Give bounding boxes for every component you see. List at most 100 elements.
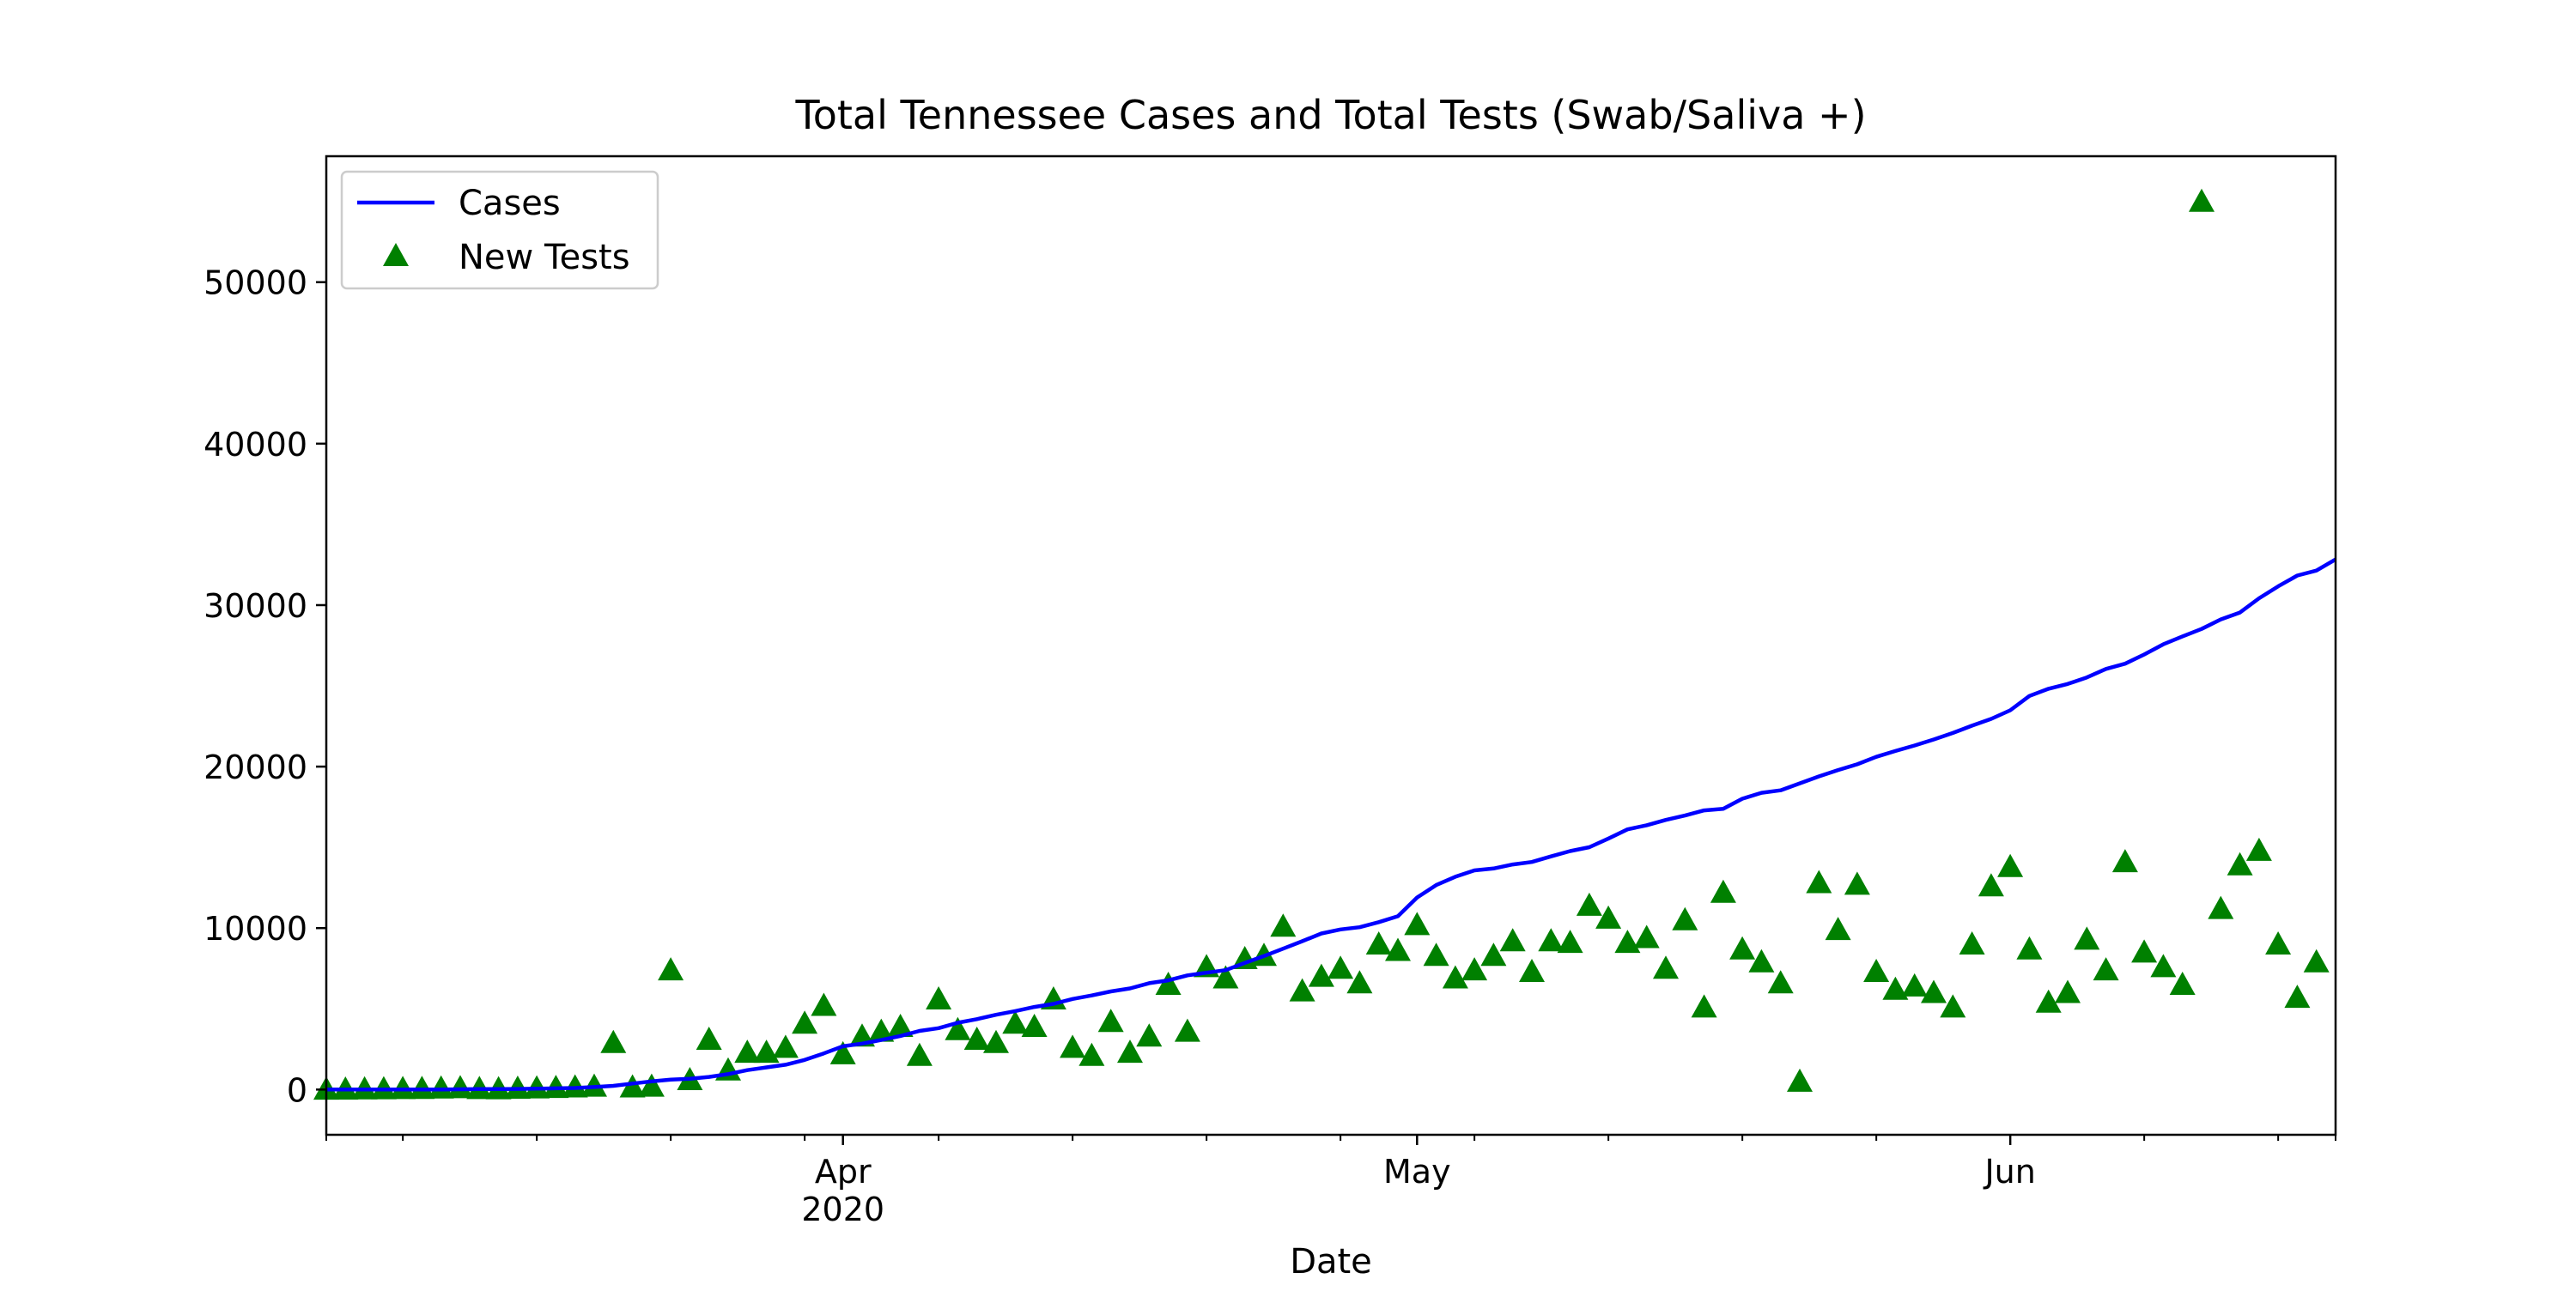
new-tests-point: [2150, 954, 2177, 978]
new-tests-point: [1997, 853, 2024, 877]
legend-new-tests-marker: [383, 243, 409, 266]
plot-area-frame: [325, 155, 2337, 1136]
new-tests-point: [2208, 895, 2234, 919]
new-tests-point: [1959, 931, 1985, 955]
new-tests-point: [1978, 873, 2004, 897]
new-tests-point: [1365, 931, 1392, 955]
new-tests-point: [581, 1073, 607, 1097]
new-tests-point: [2169, 972, 2196, 995]
new-tests-point: [1289, 978, 1315, 1002]
new-tests-point: [1614, 930, 1641, 954]
new-tests-point: [2093, 957, 2119, 981]
new-tests-point: [390, 1076, 416, 1100]
new-tests-point: [1385, 937, 1411, 961]
new-tests-point: [696, 1027, 722, 1050]
new-tests-point: [1825, 917, 1851, 941]
new-tests-point: [409, 1076, 435, 1100]
new-tests-point: [1844, 871, 1870, 895]
new-tests-point: [963, 1027, 990, 1050]
x-tick-label: Apr: [815, 1153, 872, 1191]
new-tests-point: [792, 1010, 818, 1034]
new-tests-point: [428, 1075, 454, 1099]
new-tests-point: [1901, 973, 1928, 997]
new-tests-point: [1633, 924, 1660, 949]
new-tests-point: [1117, 1039, 1143, 1064]
new-tests-point: [1672, 906, 1698, 930]
new-tests-point: [2055, 979, 2081, 1003]
new-tests-point: [887, 1014, 914, 1037]
new-tests-point: [619, 1074, 646, 1098]
y-tick-label: 30000: [204, 587, 307, 625]
legend: Cases New Tests: [340, 170, 659, 290]
new-tests-point: [1136, 1023, 1163, 1047]
new-tests-point: [1060, 1034, 1086, 1058]
new-tests-point: [1576, 892, 1602, 916]
new-tests-point: [1021, 1014, 1048, 1037]
new-tests-point: [1767, 970, 1794, 994]
new-tests-point: [1327, 955, 1354, 979]
y-tick-label: 0: [287, 1071, 307, 1109]
new-tests-point: [447, 1075, 473, 1099]
new-tests-point: [1404, 912, 1431, 936]
new-tests-point: [1155, 972, 1182, 995]
new-tests-point: [2035, 989, 2062, 1013]
x-tick-label: May: [1383, 1153, 1451, 1191]
y-axis: 0 10000 20000 30000 40000 50000: [204, 264, 326, 1109]
new-tests-point: [1557, 930, 1583, 954]
legend-cases-label: Cases: [459, 184, 561, 223]
y-tick-label: 50000: [204, 264, 307, 302]
new-tests-point: [1748, 949, 1775, 973]
new-tests-point: [734, 1039, 761, 1064]
new-tests-point: [1806, 870, 1832, 894]
new-tests-point: [945, 1016, 971, 1040]
new-tests-point: [2227, 852, 2253, 876]
new-tests-point: [926, 986, 952, 1009]
new-tests-point: [1538, 928, 1564, 952]
new-tests-point: [1921, 979, 1947, 1003]
x-axis-label: Date: [1290, 1242, 1372, 1282]
new-tests-point: [1480, 942, 1507, 967]
new-tests-point: [2245, 837, 2272, 861]
new-tests-point: [753, 1039, 780, 1064]
new-tests-point: [1346, 970, 1373, 994]
new-tests-point: [562, 1074, 588, 1098]
new-tests-point: [868, 1018, 895, 1042]
new-tests-point: [1499, 928, 1526, 952]
new-tests-point: [1461, 957, 1488, 981]
new-tests-point: [1940, 994, 1966, 1018]
new-tests-point: [1519, 959, 1545, 982]
x-tick-label: Jun: [1983, 1153, 2035, 1191]
new-tests-point: [543, 1075, 569, 1099]
new-tests-point: [600, 1029, 627, 1053]
new-tests-point: [1710, 879, 1736, 903]
x-tick-sublabel: 2020: [801, 1191, 884, 1228]
new-tests-point: [983, 1029, 1009, 1053]
new-tests-point: [2131, 939, 2158, 963]
new-tests-point: [1863, 959, 1890, 982]
new-tests-point: [1270, 913, 1297, 937]
new-tests-point: [658, 957, 684, 981]
new-tests-point: [2016, 936, 2043, 960]
new-tests-point: [1653, 955, 1679, 979]
new-tests-point: [1882, 976, 1909, 1000]
new-tests-point: [1729, 936, 1756, 960]
new-tests-point: [1442, 965, 1468, 989]
new-tests-point: [1212, 965, 1239, 989]
new-tests-point: [1691, 994, 1717, 1018]
new-tests-point: [2189, 188, 2215, 212]
new-tests-point: [1174, 1018, 1200, 1042]
new-tests-point: [1308, 963, 1334, 987]
new-tests-point: [1787, 1068, 1813, 1092]
new-tests-point: [906, 1042, 933, 1066]
new-tests-point: [1002, 1010, 1029, 1034]
cases-series-line: [326, 557, 2337, 1092]
y-tick-label: 40000: [204, 426, 307, 464]
new-tests-point: [2284, 985, 2311, 1009]
new-tests-point: [2074, 926, 2100, 950]
legend-new-tests-label: New Tests: [459, 238, 630, 277]
chart-title: Total Tennessee Cases and Total Tests (S…: [794, 92, 1866, 138]
new-tests-point: [2111, 849, 2138, 873]
